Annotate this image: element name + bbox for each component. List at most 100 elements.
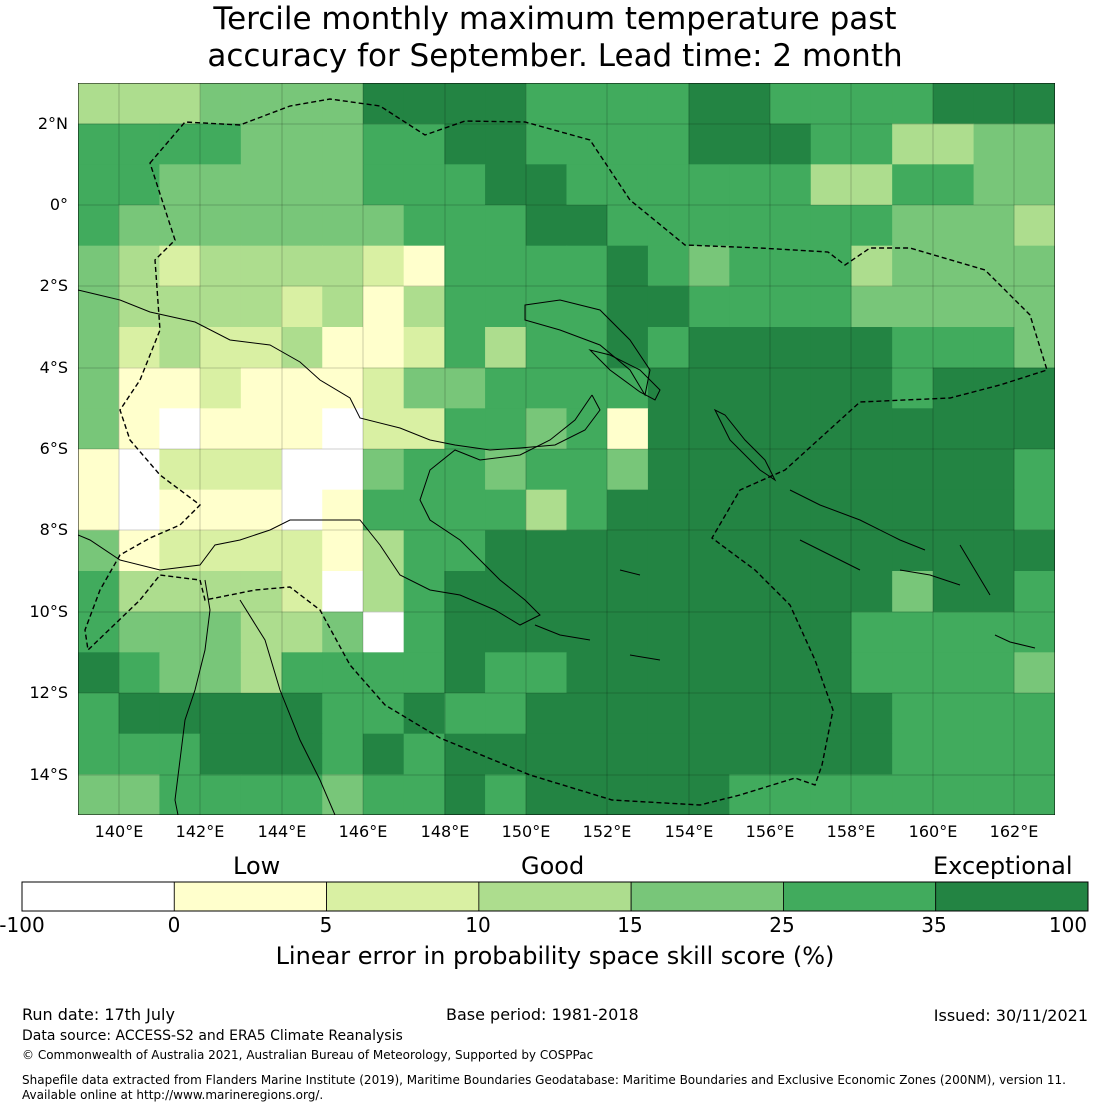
skill-cell xyxy=(892,449,934,491)
lon-tick-label: 160°E xyxy=(908,822,958,841)
lon-tick-label: 146°E xyxy=(338,822,388,841)
skill-cell xyxy=(770,205,812,247)
skill-cell xyxy=(240,530,283,572)
skill-cell xyxy=(403,327,445,369)
skill-cell xyxy=(200,693,242,735)
skill-cell xyxy=(78,449,120,491)
colorbar-segment xyxy=(173,881,327,912)
copyright-notice: © Commonwealth of Australia 2021, Austra… xyxy=(22,1048,594,1062)
skill-cell xyxy=(851,164,893,206)
colorbar-tick: 0 xyxy=(167,913,181,937)
skill-cell xyxy=(688,449,730,491)
skill-cell xyxy=(973,205,1015,247)
skill-cell xyxy=(688,367,730,409)
skill-cell xyxy=(973,123,1015,165)
skill-cell xyxy=(1014,449,1055,491)
solomon-islands-chain xyxy=(789,489,1036,649)
skill-cell xyxy=(403,530,445,572)
skill-cell xyxy=(1014,489,1055,531)
skill-cell xyxy=(362,123,405,165)
skill-cell xyxy=(729,245,771,287)
skill-cell xyxy=(973,652,1015,694)
skill-cell xyxy=(281,530,323,572)
skill-cell xyxy=(1014,693,1055,735)
map-title-line-1: Tercile monthly maximum temperature past xyxy=(213,1,897,37)
skill-cell xyxy=(281,367,323,409)
skill-cell xyxy=(892,733,934,775)
colorbar-segment xyxy=(21,881,175,912)
skill-cell xyxy=(485,530,527,572)
skill-cell xyxy=(444,245,486,287)
skill-cell xyxy=(525,530,568,572)
skill-cell xyxy=(607,774,649,815)
lon-tick-label: 142°E xyxy=(175,822,225,841)
skill-cell xyxy=(118,245,161,287)
skill-cell xyxy=(1014,205,1055,247)
skill-cell xyxy=(566,693,608,735)
skill-cell xyxy=(78,286,120,328)
skill-cell xyxy=(566,164,608,206)
skill-cell xyxy=(607,611,649,653)
skill-cell xyxy=(851,489,893,531)
skill-cell xyxy=(322,611,364,653)
skill-cell xyxy=(973,611,1015,653)
skill-cell xyxy=(281,327,323,369)
skill-cell xyxy=(932,693,975,735)
skill-cell xyxy=(118,611,161,653)
skill-cell xyxy=(159,733,201,775)
skill-cell xyxy=(566,611,608,653)
skill-cell xyxy=(973,367,1015,409)
skill-cell xyxy=(932,327,975,369)
skill-cell xyxy=(322,367,364,409)
skill-cell xyxy=(200,774,242,815)
skill-cell xyxy=(647,693,690,735)
skill-cell xyxy=(1014,327,1055,369)
lat-tick-label: 8°S xyxy=(39,520,68,539)
skill-cell xyxy=(770,327,812,369)
skill-cell xyxy=(851,774,893,815)
skill-cell xyxy=(973,327,1015,369)
skill-cell xyxy=(688,611,730,653)
colorbar-tick: 5 xyxy=(319,913,333,937)
skill-cell xyxy=(118,367,161,409)
skill-cell xyxy=(647,611,690,653)
skill-cell xyxy=(525,83,568,125)
skill-cell xyxy=(525,205,568,247)
skill-cell xyxy=(851,327,893,369)
skill-cell xyxy=(892,286,934,328)
skill-cell xyxy=(403,652,445,694)
skill-cell xyxy=(607,286,649,328)
skill-cell xyxy=(810,205,853,247)
skill-cell xyxy=(647,774,690,815)
skill-cell xyxy=(566,123,608,165)
skill-cell xyxy=(688,733,730,775)
skill-cell xyxy=(932,408,975,450)
skill-cell xyxy=(485,245,527,287)
lon-tick-label: 156°E xyxy=(745,822,795,841)
skill-cell xyxy=(322,327,364,369)
skill-cell xyxy=(78,408,120,450)
skill-cell xyxy=(932,123,975,165)
skill-cell xyxy=(281,408,323,450)
skill-cell xyxy=(647,408,690,450)
skill-cell xyxy=(362,367,405,409)
skill-cell xyxy=(892,571,934,613)
skill-cell xyxy=(770,652,812,694)
skill-cell xyxy=(770,530,812,572)
skill-cell xyxy=(688,652,730,694)
skill-cell xyxy=(892,693,934,735)
skill-cell xyxy=(444,449,486,491)
skill-cell xyxy=(362,733,405,775)
skill-cell xyxy=(525,489,568,531)
data-source: Data source: ACCESS-S2 and ERA5 Climate … xyxy=(22,1028,403,1044)
skill-cell xyxy=(281,286,323,328)
skill-cell xyxy=(444,571,486,613)
skill-cell xyxy=(240,83,283,125)
lat-tick-label: 4°S xyxy=(39,358,68,377)
skill-cell xyxy=(78,123,120,165)
skill-cell xyxy=(810,571,853,613)
skill-map-area xyxy=(78,83,1055,815)
skill-cell xyxy=(362,693,405,735)
skill-cell xyxy=(403,774,445,815)
skill-cell xyxy=(729,286,771,328)
